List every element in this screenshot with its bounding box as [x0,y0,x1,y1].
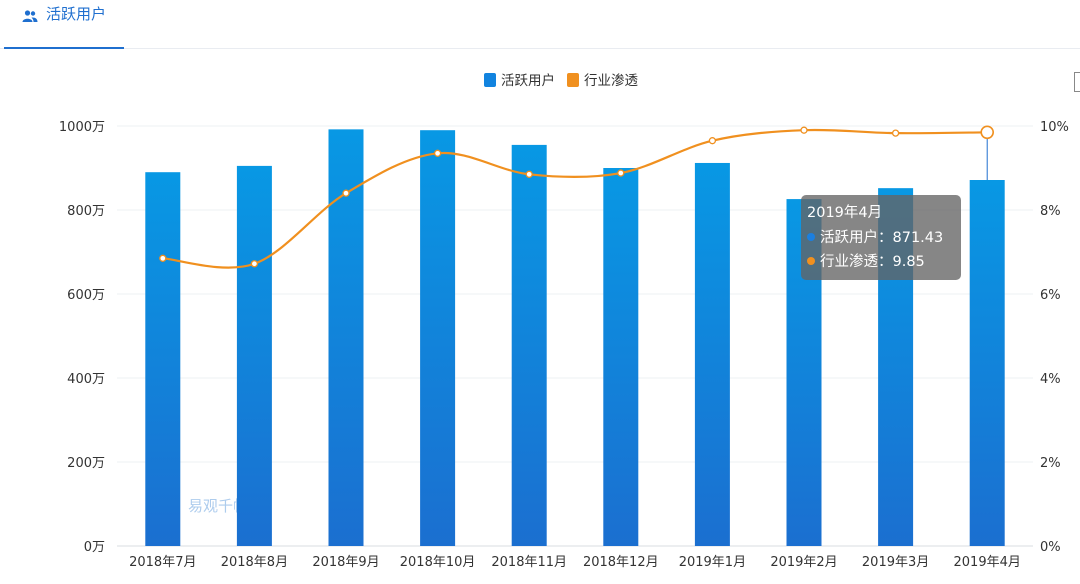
y-right-tick-label: 8% [1040,204,1061,219]
users-icon [22,10,38,22]
y-right-tick-label: 2% [1040,456,1061,471]
line-point [433,149,442,157]
bar [236,165,272,546]
legend-swatch-penetration [567,73,579,87]
y-right-tick-label: 10% [1040,120,1069,135]
left-axis: 0万 200万 400万 600万 800万 1000万 [59,120,105,555]
line-point [342,189,350,197]
y-left-tick-label: 400万 [67,372,105,387]
y-left-tick-label: 0万 [84,540,105,555]
line-series [159,125,995,269]
bar [694,162,730,546]
bar [145,172,181,546]
y-right-tick-label: 0% [1040,540,1061,555]
y-left-tick-label: 600万 [67,288,105,303]
x-tick-label: 2018年9月 [312,555,379,570]
tooltip-dot-users [807,232,815,241]
chart-area: 活跃用户 行业渗透 0万 200万 400万 600万 800万 1000万 0% 2% 4% 6… [0,48,1080,580]
legend-label: 行业渗透 [584,73,638,89]
line-point [617,169,625,177]
y-left-tick-label: 200万 [67,456,105,471]
tab-bar: 活跃用户 [0,0,1080,49]
line-point [980,125,995,140]
bar [420,130,456,546]
tooltip-title: 2019年4月 [807,205,883,221]
bar [603,168,639,546]
tooltip-dot-penetration [807,257,815,265]
bar-series [145,129,1005,547]
x-tick-label: 2018年7月 [129,555,196,570]
legend-label: 活跃用户 [501,72,555,89]
bar [328,129,364,547]
edge-control[interactable] [1074,72,1080,92]
line-point [891,129,900,137]
x-tick-label: 2019年3月 [862,555,929,570]
y-right-tick-label: 4% [1040,372,1061,387]
legend-swatch-users [484,73,496,87]
bar [511,144,547,546]
x-tick-label: 2018年12月 [583,555,659,570]
tab-active-users[interactable]: 活跃用户 [4,0,124,49]
x-tick-label: 2019年1月 [679,555,746,570]
tab-label: 活跃用户 [46,5,107,23]
combo-chart: 活跃用户 行业渗透 0万 200万 400万 600万 800万 1000万 0% 2% 4% 6… [59,72,1069,570]
chart-legend: 活跃用户 行业渗透 [484,72,638,89]
y-left-tick-label: 1000万 [59,120,105,135]
watermark: 易观千帆 [188,497,248,515]
tooltip-users-text: 活跃用户：871.43 [820,229,944,246]
tooltip-row-penetration: 行业渗透：9.85 [807,250,955,275]
watermark-text: 易观千帆 [188,497,248,515]
x-tick-label: 2019年2月 [770,555,837,570]
y-right-tick-label: 6% [1040,288,1061,303]
line-point [250,260,259,268]
x-tick-label: 2019年4月 [954,555,1021,570]
x-tick-label: 2018年10月 [400,555,476,570]
tooltip-penetration-text: 行业渗透：9.85 [820,254,925,270]
right-axis: 0% 2% 4% 6% 8% 10% [1040,120,1069,555]
x-tick-label: 2018年11月 [491,555,567,570]
line-point [708,137,717,145]
tooltip-row-users: 活跃用户：871.43 [807,226,955,251]
line-point [800,126,808,134]
x-axis: 2018年7月 2018年8月 2018年9月 2018年10月 2018年11月 201… [129,555,1021,570]
line-point [525,170,533,178]
chart-tooltip: 2019年4月 活跃用户：871.43 行业渗透：9.85 [801,195,961,280]
bar [969,179,1005,547]
line-path [162,128,988,269]
x-tick-label: 2018年8月 [221,555,288,570]
y-left-tick-label: 800万 [67,204,105,219]
line-point [159,254,167,262]
